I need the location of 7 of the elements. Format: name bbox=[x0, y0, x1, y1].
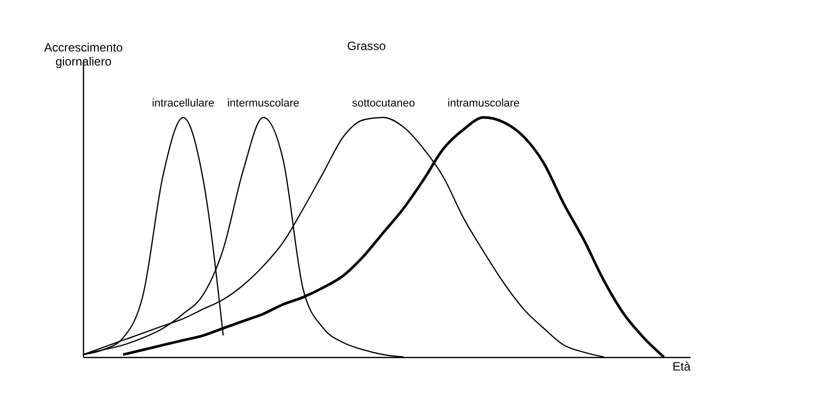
series-label: sottocutaneo bbox=[352, 97, 415, 110]
chart-title: Grasso bbox=[347, 39, 386, 53]
series-label: intermuscolare bbox=[227, 97, 300, 110]
y-axis-title: Accrescimento giornaliero bbox=[44, 40, 124, 68]
series-label: intracellulare bbox=[152, 97, 214, 110]
series-label: intramuscolare bbox=[448, 97, 520, 110]
x-axis-title: Età bbox=[672, 360, 691, 374]
